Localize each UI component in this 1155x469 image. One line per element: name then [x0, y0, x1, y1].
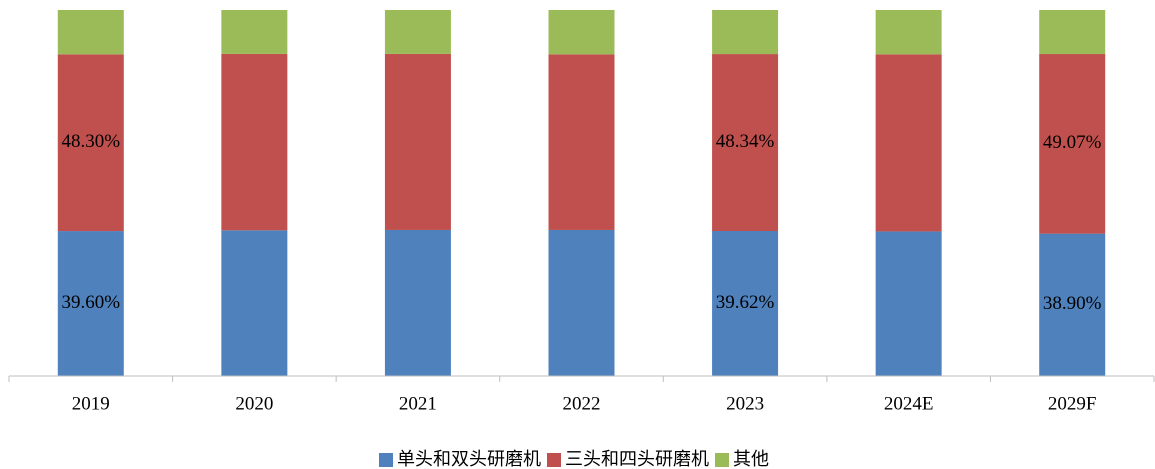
bar-segment [712, 230, 779, 376]
legend-swatch [379, 453, 393, 467]
bar-segment [57, 10, 124, 55]
x-tick-label: 2024E [884, 393, 934, 414]
data-label: 39.62% [716, 292, 775, 313]
data-label: 48.30% [61, 131, 120, 152]
bar-segment [384, 229, 451, 376]
x-tick-label: 2022 [563, 393, 601, 414]
bar-segment [875, 54, 942, 232]
x-tick-label: 2021 [399, 393, 437, 414]
bar-segment [384, 53, 451, 230]
bar-segment [57, 231, 124, 376]
bar-segment [221, 230, 288, 376]
bar-segment [384, 10, 451, 54]
x-tick-label: 2029F [1048, 393, 1097, 414]
bar-segment [57, 54, 124, 232]
data-label: 49.07% [1043, 132, 1102, 153]
data-label: 38.90% [1043, 293, 1102, 314]
bar-segment [548, 54, 615, 230]
legend-label: 三头和四头研磨机 [565, 449, 709, 469]
bar-segment [221, 53, 288, 231]
bar-segment [1039, 10, 1106, 55]
data-label: 48.34% [716, 131, 775, 152]
legend-label: 其他 [733, 449, 769, 469]
bar-segment [1039, 54, 1106, 234]
legend-swatch [715, 453, 729, 467]
bar-segment [548, 10, 615, 55]
x-tick-label: 2020 [235, 393, 273, 414]
data-label: 39.60% [61, 292, 120, 313]
bar-segment [875, 10, 942, 55]
bar-segment [1039, 233, 1106, 376]
bar-segment [875, 231, 942, 376]
legend-label: 单头和双头研磨机 [397, 449, 541, 469]
x-tick-label: 2023 [726, 393, 764, 414]
bar-segment [712, 10, 779, 55]
bar-segment [548, 229, 615, 376]
x-tick-label: 2019 [72, 393, 110, 414]
legend-swatch [547, 453, 561, 467]
bar-segment [221, 10, 288, 54]
bar-segment [712, 54, 779, 231]
